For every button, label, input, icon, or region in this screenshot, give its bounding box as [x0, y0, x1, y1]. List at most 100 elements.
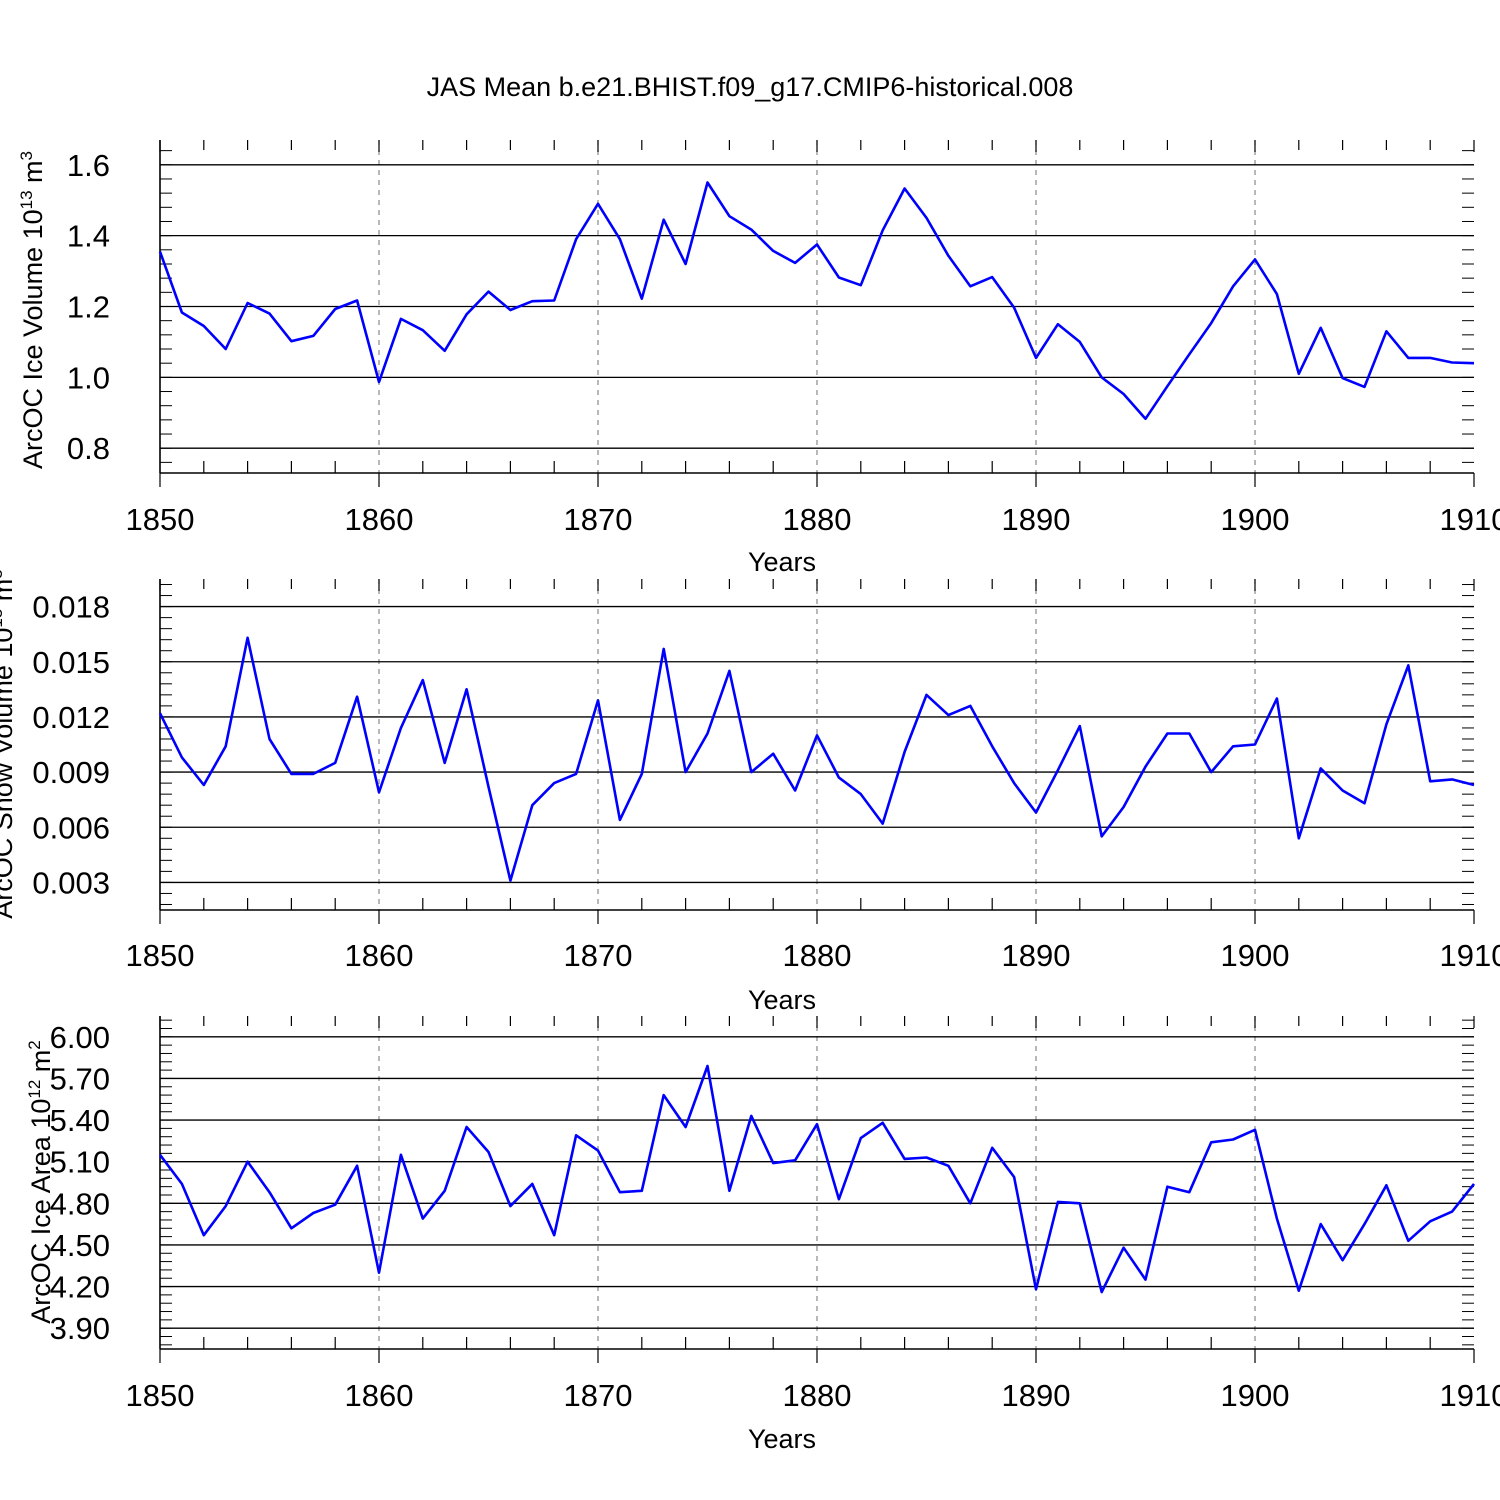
data-point — [641, 298, 643, 300]
data-point — [444, 350, 446, 352]
data-point — [728, 1190, 730, 1192]
data-point — [1429, 1220, 1431, 1222]
data-point — [1079, 725, 1081, 727]
data-point — [509, 879, 511, 881]
series-line — [158, 1064, 1476, 1294]
data-point — [334, 762, 336, 764]
data-point — [947, 1165, 949, 1167]
y-axis-label-exponent: 12 — [25, 1080, 44, 1099]
data-point — [1320, 327, 1322, 329]
data-point — [1079, 341, 1081, 343]
data-point — [203, 325, 205, 327]
x-axis-label: Years — [748, 985, 816, 1015]
data-point — [268, 312, 270, 314]
data-point — [1122, 1247, 1124, 1249]
data-point — [1144, 1278, 1146, 1280]
data-point — [531, 1183, 533, 1185]
x-tick-label: 1850 — [126, 938, 195, 973]
data-point — [1210, 1141, 1212, 1143]
x-tick-label: 1900 — [1221, 502, 1290, 537]
y-tick-label: 4.20 — [50, 1270, 110, 1305]
y-tick-label: 0.009 — [32, 755, 110, 790]
x-tick-label: 1900 — [1221, 1378, 1290, 1413]
y-tick-label: 0.006 — [32, 810, 110, 845]
data-point — [706, 732, 708, 734]
y-axis-label-exponent: 13 — [17, 190, 36, 209]
data-point — [1232, 285, 1234, 287]
data-point — [838, 776, 840, 778]
data-point — [684, 771, 686, 773]
data-point — [903, 751, 905, 753]
data-point — [1298, 1290, 1300, 1292]
data-point — [925, 694, 927, 696]
data-point — [794, 262, 796, 264]
data-point — [422, 679, 424, 681]
data-point — [860, 284, 862, 286]
data-point — [1341, 377, 1343, 379]
data-point — [597, 203, 599, 205]
data-point — [290, 773, 292, 775]
data-point — [246, 1160, 248, 1162]
data-point — [487, 290, 489, 292]
data-point — [553, 1234, 555, 1236]
y-axis-label-text: ArcOC Ice Volume 10 — [18, 209, 48, 469]
data-point — [1429, 780, 1431, 782]
x-tick-label: 1880 — [783, 502, 852, 537]
data-point — [400, 318, 402, 320]
x-tick-label: 1910 — [1440, 502, 1500, 537]
data-point — [597, 699, 599, 701]
data-point — [487, 786, 489, 788]
data-point — [1188, 1191, 1190, 1193]
data-point — [159, 712, 161, 714]
data-point — [1451, 1210, 1453, 1212]
y-axis-label-exponent: 13 — [0, 609, 6, 628]
data-point — [246, 637, 248, 639]
data-point — [422, 1217, 424, 1219]
data-point — [903, 187, 905, 189]
data-point — [531, 804, 533, 806]
data-point — [816, 734, 818, 736]
x-tick-label: 1860 — [345, 938, 414, 973]
data-point — [1057, 1201, 1059, 1203]
data-point — [1473, 362, 1475, 364]
data-point — [312, 1212, 314, 1214]
y-tick-label: 1.6 — [67, 148, 110, 183]
x-axis-label: Years — [748, 547, 816, 577]
data-point — [575, 773, 577, 775]
y-tick-label: 1.2 — [67, 290, 110, 325]
data-point — [378, 381, 380, 383]
data-point — [1407, 357, 1409, 359]
data-point — [1210, 322, 1212, 324]
data-point — [1144, 418, 1146, 420]
data-point — [444, 1190, 446, 1192]
data-point — [882, 1122, 884, 1124]
data-point — [1451, 778, 1453, 780]
y-tick-label: 5.70 — [50, 1061, 110, 1096]
data-point — [1079, 1202, 1081, 1204]
data-point — [772, 752, 774, 754]
data-point — [619, 819, 621, 821]
data-point — [312, 335, 314, 337]
data-point — [903, 1158, 905, 1160]
data-point — [1188, 732, 1190, 734]
data-point — [1254, 258, 1256, 260]
data-point — [860, 1137, 862, 1139]
data-point — [838, 1198, 840, 1200]
y-tick-label: 0.012 — [32, 700, 110, 735]
y-tick-label: 1.0 — [67, 360, 110, 395]
data-point — [1057, 769, 1059, 771]
data-point — [1407, 1240, 1409, 1242]
data-point — [991, 745, 993, 747]
data-point — [1473, 784, 1475, 786]
y-axis-label-unit-exponent: 2 — [25, 1040, 44, 1049]
x-tick-label: 1870 — [564, 502, 633, 537]
data-point — [1122, 393, 1124, 395]
data-point — [1276, 697, 1278, 699]
data-point — [378, 791, 380, 793]
data-point — [225, 1205, 227, 1207]
data-point — [444, 762, 446, 764]
y-axis-label-text: ArcOC Ice Area 10 — [26, 1099, 56, 1324]
y-tick-label: 4.80 — [50, 1186, 110, 1221]
data-point — [925, 217, 927, 219]
data-point — [1363, 386, 1365, 388]
